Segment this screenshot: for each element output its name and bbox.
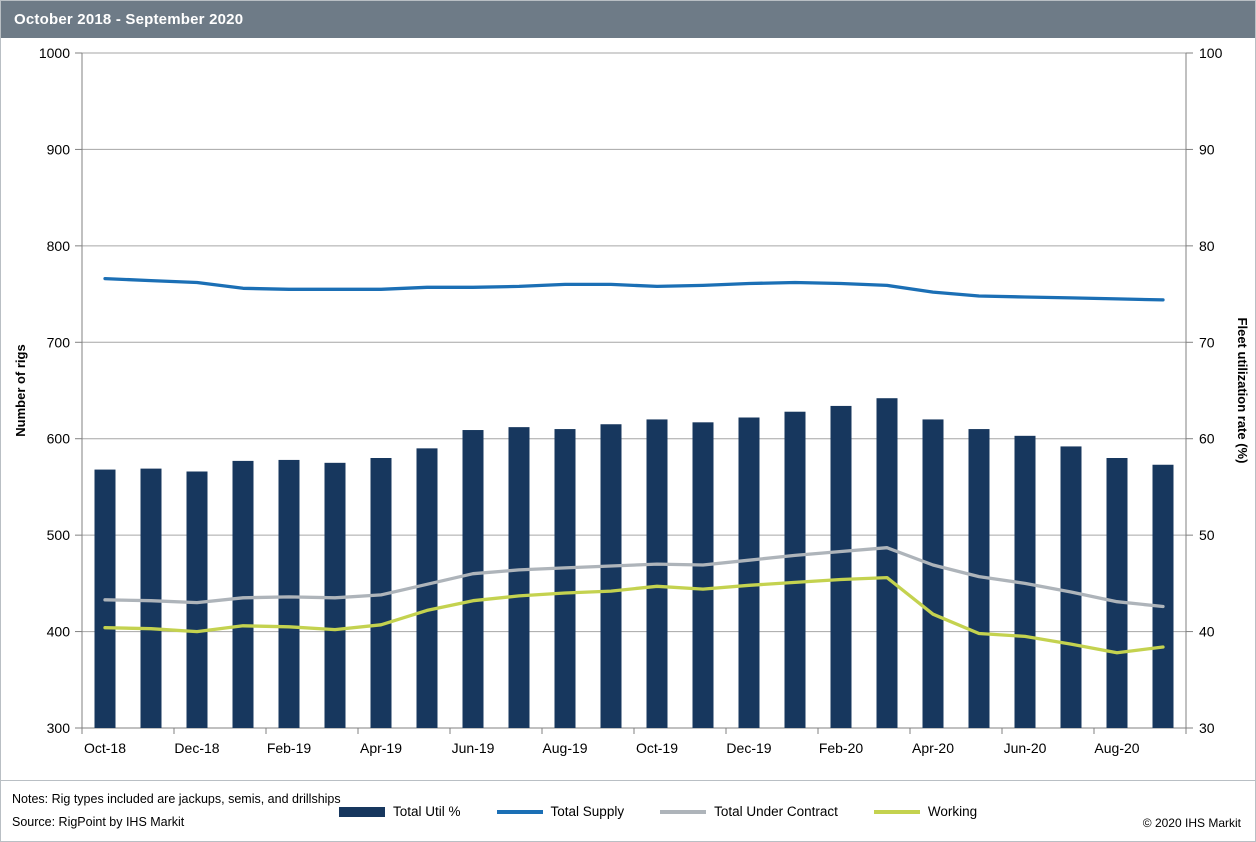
svg-text:600: 600 — [47, 431, 71, 447]
svg-text:Oct-18: Oct-18 — [84, 740, 126, 756]
svg-text:Jun-20: Jun-20 — [1004, 740, 1047, 756]
legend: Total Util % Total Supply Total Under Co… — [339, 781, 978, 841]
chart-area: 300 400 500 600 700 800 900 1000 30 40 50 60 70 80 90 1… — [1, 39, 1255, 780]
svg-text:100: 100 — [1199, 45, 1223, 61]
svg-text:50: 50 — [1199, 527, 1215, 543]
svg-text:500: 500 — [47, 527, 71, 543]
svg-text:Aug-20: Aug-20 — [1094, 740, 1139, 756]
source-text: Source: RigPoint by IHS Markit — [12, 815, 185, 830]
svg-text:Aug-19: Aug-19 — [542, 740, 587, 756]
legend-item-working: Working — [873, 804, 978, 819]
svg-text:Feb-20: Feb-20 — [819, 740, 864, 756]
legend-item-under-contract: Total Under Contract — [660, 804, 838, 819]
svg-text:60: 60 — [1199, 431, 1215, 447]
svg-text:Number of rigs: Number of rigs — [13, 344, 28, 436]
svg-text:Apr-19: Apr-19 — [360, 740, 402, 756]
svg-text:70: 70 — [1199, 334, 1215, 350]
svg-text:Apr-20: Apr-20 — [912, 740, 954, 756]
svg-text:700: 700 — [47, 334, 71, 350]
svg-text:400: 400 — [47, 624, 71, 640]
line-swatch-icon — [496, 809, 543, 814]
svg-text:800: 800 — [47, 238, 71, 254]
chart-title: October 2018 - September 2020 — [14, 11, 244, 28]
copyright-text: © 2020 IHS Markit — [1142, 816, 1241, 830]
svg-text:Jun-19: Jun-19 — [452, 740, 495, 756]
svg-text:300: 300 — [47, 720, 71, 736]
svg-text:Oct-19: Oct-19 — [636, 740, 678, 756]
svg-text:80: 80 — [1199, 238, 1215, 254]
notes-block: Notes: Rig types included are jackups, s… — [12, 788, 341, 834]
svg-text:Dec-19: Dec-19 — [726, 740, 771, 756]
bar-swatch-icon — [339, 806, 385, 817]
legend-label-under-contract: Total Under Contract — [714, 804, 838, 819]
legend-label-working: Working — [927, 804, 978, 819]
legend-label-total-supply: Total Supply — [550, 804, 625, 819]
svg-text:30: 30 — [1199, 720, 1215, 736]
line-swatch-icon — [660, 809, 707, 814]
legend-item-total-util: Total Util % — [339, 804, 461, 819]
svg-text:40: 40 — [1199, 624, 1215, 640]
svg-text:Feb-19: Feb-19 — [267, 740, 312, 756]
svg-text:900: 900 — [47, 141, 71, 157]
svg-text:1000: 1000 — [39, 45, 70, 61]
svg-text:Dec-18: Dec-18 — [174, 740, 219, 756]
line-swatch-icon — [873, 809, 920, 814]
svg-text:Fleet utilization rate (%): Fleet utilization rate (%) — [1235, 318, 1250, 464]
notes-text: Notes: Rig types included are jackups, s… — [12, 792, 341, 806]
chart-svg: 300 400 500 600 700 800 900 1000 30 40 50 60 70 80 90 1… — [13, 45, 1250, 756]
chart-title-bar: October 2018 - September 2020 — [1, 1, 1255, 38]
chart-footer: Notes: Rig types included are jackups, s… — [1, 780, 1255, 841]
legend-item-total-supply: Total Supply — [496, 804, 625, 819]
legend-label-total-util: Total Util % — [393, 804, 461, 819]
svg-text:90: 90 — [1199, 141, 1215, 157]
